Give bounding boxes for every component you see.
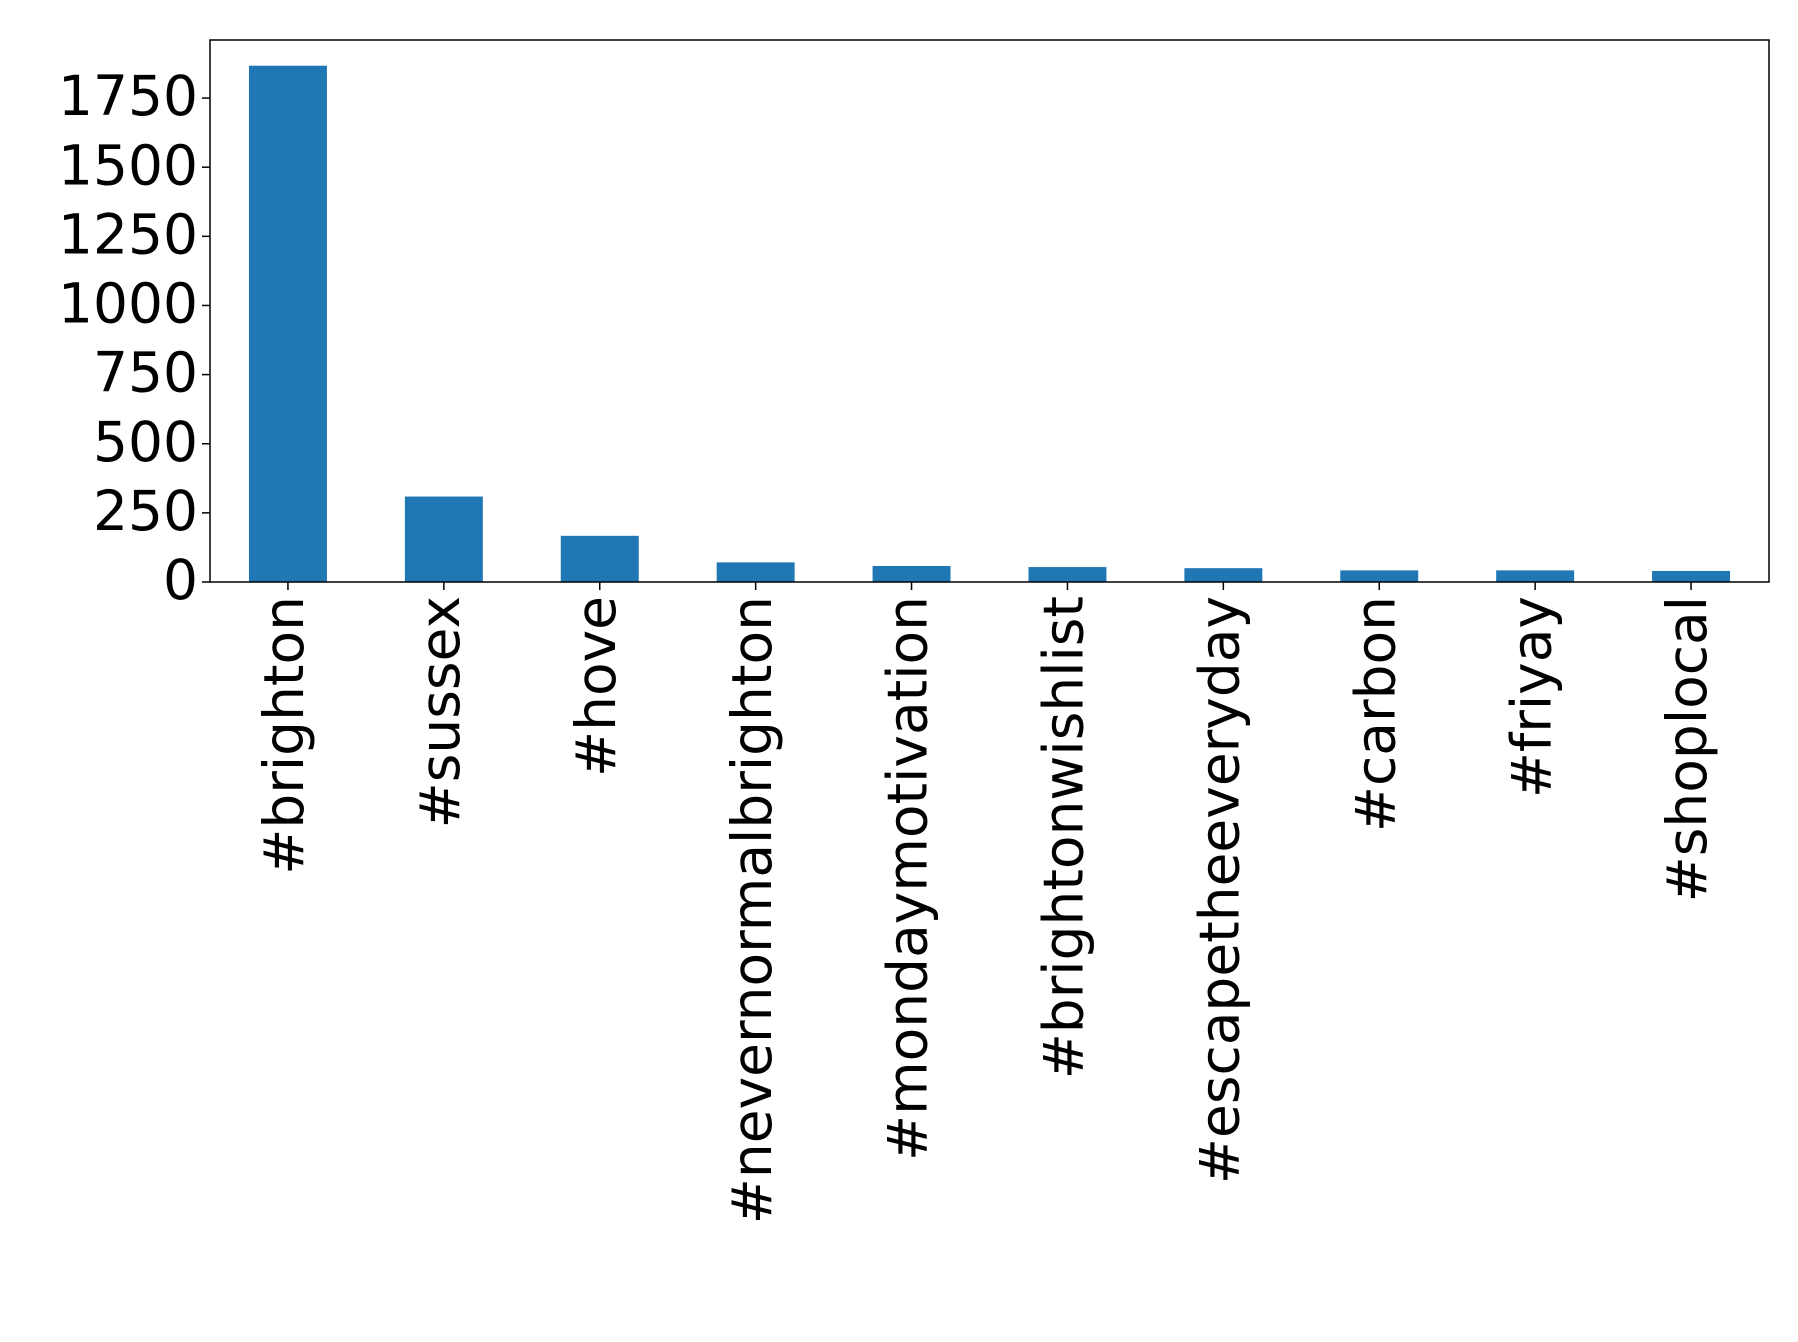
bar [1028, 567, 1107, 582]
y-tick-label: 1250 [58, 202, 198, 266]
x-tick-label: #escapetheeveryday [1187, 596, 1251, 1184]
x-tick-label: #sussex [408, 596, 472, 828]
x-tick-label: #brightonwishlist [1032, 596, 1096, 1079]
x-tick-label: #shoplocal [1655, 596, 1719, 902]
y-tick-label: 1750 [58, 64, 198, 128]
x-tick-label: #mondaymotivation [876, 596, 940, 1161]
y-tick-label: 1500 [58, 133, 198, 197]
bar [1652, 570, 1731, 582]
x-tick-label: #hove [564, 596, 628, 777]
bar [1340, 570, 1419, 582]
bar [248, 65, 327, 582]
x-tick-label: #brighton [252, 596, 316, 875]
y-tick-label: 250 [93, 479, 198, 543]
y-tick-label: 750 [93, 341, 198, 405]
bar [404, 496, 483, 582]
plot-frame [209, 39, 1770, 583]
x-tick-label: #carbon [1343, 596, 1407, 832]
bar [872, 565, 951, 582]
bar [560, 535, 639, 582]
bar [1184, 568, 1263, 582]
x-tick-label: #friyay [1499, 596, 1563, 798]
y-tick-label: 500 [93, 410, 198, 474]
bar [716, 562, 795, 582]
x-tick-label: #nevernormalbrighton [720, 596, 784, 1224]
y-tick-label: 1000 [58, 272, 198, 336]
y-tick-label: 0 [163, 548, 198, 612]
bar [1496, 570, 1575, 582]
